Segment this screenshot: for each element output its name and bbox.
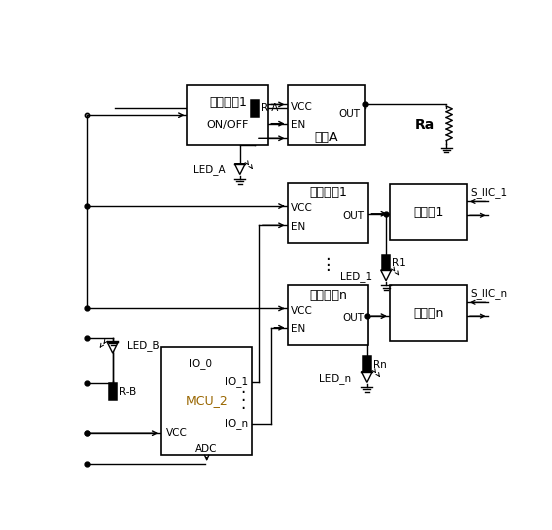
Text: IO_1: IO_1 [225, 376, 248, 387]
Text: LED_B: LED_B [126, 340, 159, 351]
Bar [161, 347, 252, 455]
Bar [288, 85, 364, 145]
Polygon shape [381, 270, 391, 281]
Polygon shape [107, 342, 118, 353]
Text: ·: · [240, 392, 246, 410]
Text: VCC: VCC [166, 428, 188, 438]
Text: S_IIC_1: S_IIC_1 [470, 187, 507, 198]
Bar [288, 183, 368, 243]
Text: IO_0: IO_0 [189, 358, 212, 369]
Text: OUT: OUT [343, 313, 364, 323]
Bar [109, 383, 116, 400]
Text: 电子开关1: 电子开关1 [209, 95, 247, 109]
Text: OUT: OUT [339, 109, 360, 119]
Text: VCC: VCC [291, 306, 313, 316]
Text: VCC: VCC [291, 102, 313, 112]
Text: 光模块1: 光模块1 [413, 206, 444, 219]
Text: ·: · [325, 257, 331, 275]
Bar [390, 184, 467, 240]
Text: Rn: Rn [373, 360, 387, 369]
Text: EN: EN [291, 120, 306, 130]
Polygon shape [235, 164, 245, 174]
Text: ·: · [325, 251, 331, 269]
Text: ON/OFF: ON/OFF [206, 120, 249, 130]
Text: 光模块n: 光模块n [413, 306, 444, 320]
Text: LED_A: LED_A [193, 164, 226, 174]
Text: R1: R1 [392, 258, 406, 268]
Bar [390, 285, 467, 341]
Text: ·: · [240, 400, 246, 418]
Bar [288, 285, 368, 346]
Text: EN: EN [291, 222, 306, 232]
Text: 芯片A: 芯片A [314, 131, 338, 144]
Bar [251, 100, 259, 117]
Polygon shape [362, 372, 372, 382]
Text: ·: · [240, 384, 246, 402]
Text: R-B: R-B [119, 386, 136, 396]
Text: S_IIC_n: S_IIC_n [470, 288, 507, 298]
Bar [188, 85, 268, 145]
Text: EN: EN [291, 324, 306, 334]
Text: LED_n: LED_n [319, 373, 352, 384]
Text: 降压芯片n: 降压芯片n [309, 289, 347, 302]
Text: MCU_2: MCU_2 [185, 394, 228, 408]
Text: ADC: ADC [195, 444, 218, 454]
Text: ·: · [325, 262, 331, 280]
Text: LED_1: LED_1 [340, 271, 372, 282]
Text: OUT: OUT [343, 211, 364, 221]
Bar [363, 356, 371, 373]
Text: R-A: R-A [261, 103, 279, 113]
Text: IO_n: IO_n [225, 419, 248, 429]
Bar [382, 254, 390, 271]
Text: VCC: VCC [291, 204, 313, 214]
Text: 降压芯片1: 降压芯片1 [309, 187, 347, 199]
Text: Ra: Ra [415, 118, 436, 132]
